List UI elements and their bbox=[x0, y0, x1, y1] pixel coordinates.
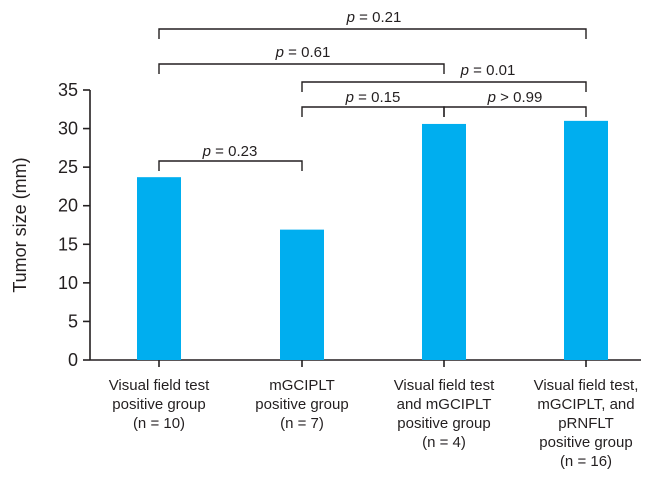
bracket-2-3 bbox=[301, 106, 445, 117]
y-tick-label-5: 5 bbox=[68, 311, 78, 331]
bar-2 bbox=[280, 229, 324, 360]
y-tick-label-35: 35 bbox=[58, 80, 78, 100]
bracket-1-4 bbox=[158, 28, 587, 39]
category-label-1: Visual field test positive group (n = 10) bbox=[109, 377, 210, 432]
p-value-3-4: p > 0.99 bbox=[487, 89, 543, 106]
category-label-2: mGCIPLT positive group (n = 7) bbox=[255, 377, 348, 432]
y-axis-label: Tumor size (mm) bbox=[10, 157, 30, 292]
p-value-1-4: p = 0.21 bbox=[346, 9, 402, 26]
category-label-4: Visual field test, mGCIPLT, and pRNFLT posi… bbox=[534, 377, 639, 470]
p-value-2-3: p = 0.15 bbox=[345, 89, 401, 106]
bar-4 bbox=[564, 120, 608, 360]
bracket-1-3 bbox=[158, 63, 445, 74]
bars bbox=[137, 120, 608, 360]
category-labels: Visual field test positive group (n = 10) m… bbox=[109, 377, 639, 470]
bracket-3-4 bbox=[443, 106, 587, 117]
y-tick-label-10: 10 bbox=[58, 273, 78, 293]
y-tick-label-20: 20 bbox=[58, 196, 78, 216]
axes: 0 5 10 15 20 25 30 35 bbox=[58, 80, 641, 370]
category-label-3: Visual field test and mGCIPLT positive gro… bbox=[394, 377, 495, 451]
y-tick-label-25: 25 bbox=[58, 157, 78, 177]
p-value-2-4: p = 0.01 bbox=[460, 62, 516, 79]
y-tick-label-15: 15 bbox=[58, 234, 78, 254]
bar-1 bbox=[137, 177, 181, 360]
bracket-1-2 bbox=[158, 160, 303, 171]
significance-brackets: p = 0.23 p = 0.15 p > 0.99 p = 0.01 p = 0.61… bbox=[158, 9, 587, 171]
p-value-1-2: p = 0.23 bbox=[202, 143, 258, 160]
bracket-2-4 bbox=[301, 81, 587, 92]
p-value-1-3: p = 0.61 bbox=[275, 44, 331, 61]
bar-3 bbox=[422, 123, 466, 360]
y-tick-label-0: 0 bbox=[68, 350, 78, 370]
y-tick-label-30: 30 bbox=[58, 119, 78, 139]
